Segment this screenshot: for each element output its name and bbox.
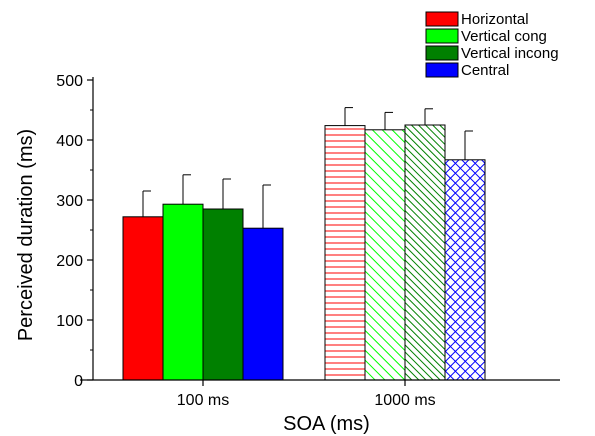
bar-1000ms-vertical-incong bbox=[404, 124, 446, 381]
legend-swatch bbox=[425, 62, 459, 78]
legend-label: Horizontal bbox=[461, 11, 529, 28]
x-axis-title: SOA (ms) bbox=[283, 413, 370, 435]
error-bar-1000ms-vertical-incong bbox=[424, 108, 433, 125]
error-bars-layer bbox=[142, 107, 473, 229]
legend-item-vertical-incong: Vertical incong bbox=[425, 45, 559, 62]
bar-1000ms-vertical-cong bbox=[364, 129, 406, 381]
y-tick-label-500: 500 bbox=[56, 73, 83, 90]
y-tick-label-200: 200 bbox=[56, 253, 83, 270]
y-tick-label-300: 300 bbox=[56, 193, 83, 210]
bar-100ms-vertical-cong bbox=[162, 203, 204, 381]
legend-label: Central bbox=[461, 62, 509, 79]
legend-label: Vertical cong bbox=[461, 28, 547, 45]
error-bar-100ms-central bbox=[262, 184, 271, 229]
error-bar-100ms-vertical-incong bbox=[222, 178, 231, 209]
bar-1000ms-horizontal bbox=[324, 125, 366, 381]
legend-item-central: Central bbox=[425, 62, 509, 79]
legend-item-vertical-cong: Vertical cong bbox=[425, 28, 547, 45]
error-bar-1000ms-central bbox=[464, 130, 473, 160]
y-tick-label-400: 400 bbox=[56, 133, 83, 150]
error-bar-100ms-horizontal bbox=[142, 190, 151, 217]
y-tick-label-0: 0 bbox=[74, 373, 83, 390]
x-tick-label: 100 ms bbox=[177, 392, 229, 409]
error-bar-1000ms-horizontal bbox=[344, 107, 353, 126]
bar-100ms-horizontal bbox=[122, 216, 164, 381]
x-tick-label: 1000 ms bbox=[374, 392, 435, 409]
legend-label: Vertical incong bbox=[461, 45, 559, 62]
y-tick-label-100: 100 bbox=[56, 313, 83, 330]
bar-100ms-vertical-incong bbox=[202, 208, 244, 381]
axes: 0 100 200 300 400 500 100 ms 1000 ms bbox=[56, 73, 560, 409]
error-bar-100ms-vertical-cong bbox=[182, 174, 191, 205]
error-bar-1000ms-vertical-cong bbox=[384, 111, 393, 130]
legend-item-horizontal: Horizontal bbox=[425, 11, 529, 28]
bar-100ms-central bbox=[242, 227, 284, 381]
legend-swatch bbox=[425, 11, 459, 27]
bars-layer bbox=[122, 124, 486, 381]
y-axis-title: Perceived duration (ms) bbox=[15, 129, 37, 341]
legend-swatch bbox=[425, 45, 459, 61]
legend-swatch bbox=[425, 28, 459, 44]
bar-1000ms-central bbox=[444, 159, 486, 381]
